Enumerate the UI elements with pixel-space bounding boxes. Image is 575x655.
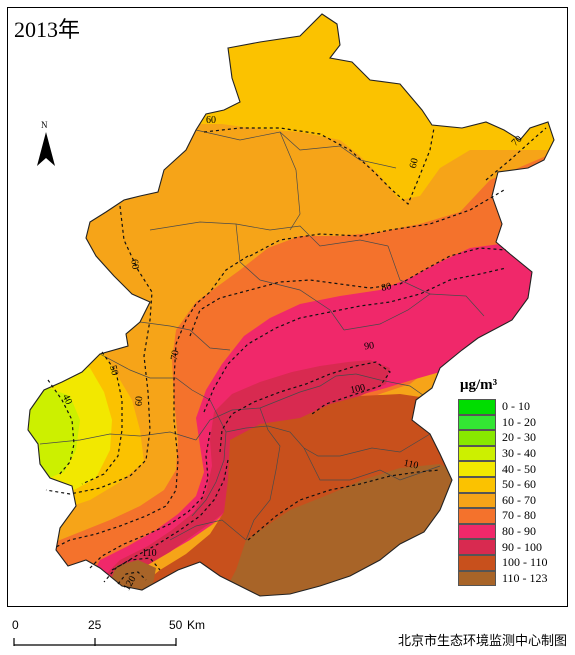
scale-tick-label: 50 [169, 618, 183, 632]
legend-row: 20 - 30 [458, 430, 548, 446]
district-line [225, 425, 431, 457]
legend-label: 10 - 20 [502, 414, 536, 429]
isoline-90 [203, 267, 507, 413]
legend-label: 40 - 50 [502, 461, 536, 476]
legend-swatch [458, 445, 496, 462]
district-line [355, 373, 431, 401]
legend-unit: μg/m³ [460, 377, 498, 393]
legend-label: 100 - 110 [502, 555, 548, 570]
legend-row: 70 - 80 [458, 508, 548, 524]
legend-label: 30 - 40 [502, 446, 536, 461]
isoline-label: 60 [128, 258, 141, 270]
north-arrow-icon [37, 132, 55, 166]
legend-row: 50 - 60 [458, 476, 548, 493]
isoline-90-lower [89, 431, 211, 569]
legend-row: 30 - 40 [458, 445, 548, 462]
isoline-110-sw [111, 557, 161, 571]
isoline-label: 100 [349, 382, 366, 396]
scale-unit-label: Km [187, 618, 205, 632]
district-line [343, 293, 485, 331]
district-line [387, 245, 431, 295]
legend-label: 60 - 70 [502, 492, 536, 507]
credit-text: 北京市生态环境监测中心制图 [397, 634, 567, 649]
isoline-label: 80 [380, 281, 392, 294]
isoline-label: 110 [142, 548, 157, 559]
isoline-60-west [45, 205, 153, 495]
isoline-120 [117, 571, 147, 585]
isoline-label: 90 [363, 340, 374, 352]
isoline-labels: 60 60 70 60 80 90 100 110 110 120 70 60 … [60, 115, 525, 593]
scale-tick-label: 25 [88, 618, 102, 632]
legend-row: 0 - 10 [458, 399, 548, 415]
isoline-60-north [203, 127, 435, 206]
isoline-label: 50 [107, 364, 120, 377]
legend-swatch [458, 523, 496, 540]
isoline-label: 60 [408, 157, 421, 169]
legend-row: 60 - 70 [458, 492, 548, 509]
district-boundaries [39, 129, 485, 541]
scale-tick-label: 0 [12, 618, 19, 632]
legend-row: 100 - 110 [458, 554, 548, 571]
district-line [245, 407, 281, 541]
isoline-70-west [53, 255, 249, 549]
legend-label: 50 - 60 [502, 477, 536, 492]
legend-label: 70 - 80 [502, 508, 536, 523]
district-line [195, 129, 397, 169]
isoline-80 [249, 189, 505, 257]
north-label: N [41, 120, 48, 130]
legend-swatch [458, 539, 496, 555]
band-30-40 [28, 380, 80, 480]
legend-label: 20 - 30 [502, 430, 536, 445]
isoline-40 [47, 379, 75, 477]
district-line [279, 131, 301, 231]
district-line [303, 447, 441, 481]
isoline-label: 70 [169, 349, 182, 361]
legend-entries: 0 - 10 10 - 20 20 - 30 30 - 40 40 - 50 50 - 6… [458, 399, 548, 587]
legend-swatch [458, 554, 496, 571]
legend-label: 90 - 100 [502, 539, 542, 554]
isolines [45, 127, 547, 585]
legend: μg/m³ 0 - 10 10 - 20 20 - 30 30 - 40 40 - 50… [458, 377, 548, 587]
scale-bar: 0 25 50 Km [12, 618, 212, 648]
legend-swatch [458, 414, 496, 431]
legend-row: 90 - 100 [458, 539, 548, 555]
district-line [99, 353, 211, 401]
legend-label: 80 - 90 [502, 524, 536, 539]
district-line [149, 221, 389, 247]
legend-swatch [458, 508, 496, 524]
district-line [139, 321, 231, 351]
isoline-label: 40 [60, 393, 74, 407]
legend-swatch [458, 461, 496, 477]
legend-swatch [458, 430, 496, 446]
district-line [235, 223, 345, 331]
district-line [191, 399, 227, 517]
legend-row: 80 - 90 [458, 523, 548, 540]
legend-swatch [458, 399, 496, 415]
isoline-label: 60 [206, 115, 216, 126]
legend-row: 10 - 20 [458, 414, 548, 431]
legend-label: 0 - 10 [502, 399, 530, 414]
scale-bar-lines [13, 638, 177, 646]
isoline-label: 60 [133, 396, 145, 407]
legend-swatch [458, 570, 496, 587]
legend-row: 40 - 50 [458, 461, 548, 477]
isoline-70-ne [485, 127, 547, 181]
district-line [169, 519, 247, 541]
isoline-label: 110 [403, 458, 420, 472]
isoline-50 [81, 351, 123, 485]
legend-swatch [458, 476, 496, 493]
map-title: 2013年 [14, 17, 81, 42]
district-line [195, 373, 357, 441]
legend-swatch [458, 492, 496, 509]
isoline-110 [247, 469, 441, 541]
legend-label: 110 - 123 [502, 570, 548, 585]
legend-row: 110 - 123 [458, 570, 548, 587]
